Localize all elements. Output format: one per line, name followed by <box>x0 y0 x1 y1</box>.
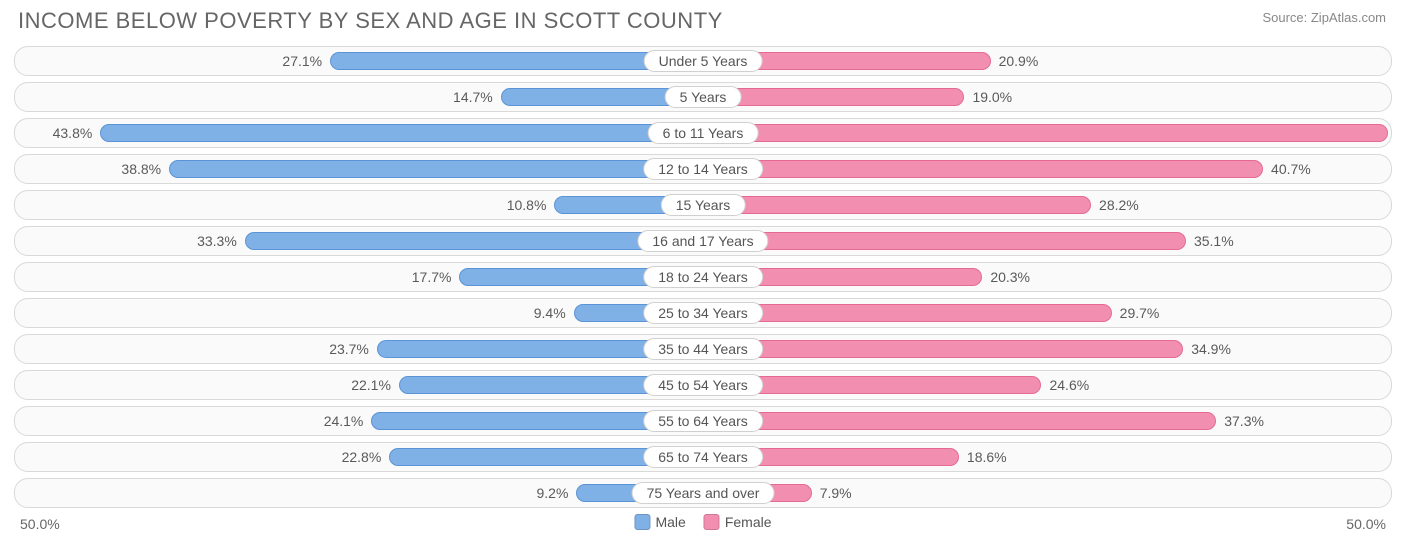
male-value: 14.7% <box>453 83 493 111</box>
chart-title: INCOME BELOW POVERTY BY SEX AND AGE IN S… <box>18 8 1392 34</box>
male-bar <box>245 232 703 250</box>
source-attribution: Source: ZipAtlas.com <box>1262 10 1386 25</box>
category-pill: 6 to 11 Years <box>648 122 759 144</box>
female-value: 29.7% <box>1120 299 1160 327</box>
female-bar <box>703 340 1183 358</box>
axis-label-left: 50.0% <box>20 516 60 532</box>
category-pill: 12 to 14 Years <box>643 158 763 180</box>
chart-row: 27.1% 20.9% Under 5 Years <box>14 46 1392 76</box>
legend-item: Female <box>704 514 772 530</box>
category-pill: 65 to 74 Years <box>643 446 763 468</box>
male-value: 33.3% <box>197 227 237 255</box>
female-value: 7.9% <box>820 479 852 507</box>
legend-item: Male <box>634 514 685 530</box>
female-value: 40.7% <box>1271 155 1311 183</box>
female-value: 28.2% <box>1099 191 1139 219</box>
female-value: 24.6% <box>1049 371 1089 399</box>
category-pill: 55 to 64 Years <box>643 410 763 432</box>
category-pill: 5 Years <box>665 86 742 108</box>
category-pill: 18 to 24 Years <box>643 266 763 288</box>
chart-row: 14.7% 19.0% 5 Years <box>14 82 1392 112</box>
male-value: 10.8% <box>507 191 547 219</box>
male-value: 38.8% <box>121 155 161 183</box>
chart-rows: 27.1% 20.9% Under 5 Years 14.7% 19.0% 5 Years… <box>14 46 1392 508</box>
category-pill: Under 5 Years <box>644 50 763 72</box>
female-bar <box>703 160 1263 178</box>
female-bar <box>703 304 1112 322</box>
chart-row: 33.3% 35.1% 16 and 17 Years <box>14 226 1392 256</box>
male-value: 24.1% <box>324 407 364 435</box>
category-pill: 25 to 34 Years <box>643 302 763 324</box>
chart-row: 9.2% 7.9% 75 Years and over <box>14 478 1392 508</box>
chart-row: 43.8%49.8%6 to 11 Years <box>14 118 1392 148</box>
chart-row: 10.8% 28.2% 15 Years <box>14 190 1392 220</box>
chart-footer: 50.0% Male Female 50.0% <box>14 514 1392 538</box>
category-pill: 45 to 54 Years <box>643 374 763 396</box>
female-bar <box>703 232 1186 250</box>
chart-row: 22.1% 24.6% 45 to 54 Years <box>14 370 1392 400</box>
male-value: 23.7% <box>329 335 369 363</box>
male-bar <box>169 160 703 178</box>
female-value: 20.3% <box>990 263 1030 291</box>
male-value: 9.4% <box>534 299 566 327</box>
category-pill: 15 Years <box>661 194 746 216</box>
chart-row: 9.4% 29.7% 25 to 34 Years <box>14 298 1392 328</box>
female-value: 18.6% <box>967 443 1007 471</box>
female-value: 20.9% <box>999 47 1039 75</box>
female-value: 34.9% <box>1191 335 1231 363</box>
category-pill: 35 to 44 Years <box>643 338 763 360</box>
male-value: 9.2% <box>537 479 569 507</box>
female-bar <box>703 196 1091 214</box>
category-pill: 16 and 17 Years <box>637 230 768 252</box>
female-bar <box>703 412 1216 430</box>
chart-row: 38.8% 40.7% 12 to 14 Years <box>14 154 1392 184</box>
female-value: 35.1% <box>1194 227 1234 255</box>
legend-swatch <box>704 514 720 530</box>
chart-row: 23.7% 34.9% 35 to 44 Years <box>14 334 1392 364</box>
male-value: 17.7% <box>412 263 452 291</box>
legend-swatch <box>634 514 650 530</box>
axis-label-right: 50.0% <box>1346 516 1386 532</box>
male-value: 43.8% <box>53 119 93 147</box>
female-value: 19.0% <box>972 83 1012 111</box>
legend-label: Male <box>655 514 685 530</box>
male-value: 22.8% <box>342 443 382 471</box>
chart-row: 24.1% 37.3% 55 to 64 Years <box>14 406 1392 436</box>
male-value: 27.1% <box>282 47 322 75</box>
female-bar <box>703 88 964 106</box>
male-value: 22.1% <box>351 371 391 399</box>
chart-row: 22.8% 18.6% 65 to 74 Years <box>14 442 1392 472</box>
category-pill: 75 Years and over <box>632 482 775 504</box>
female-value: 37.3% <box>1224 407 1264 435</box>
legend-label: Female <box>725 514 772 530</box>
female-bar <box>703 124 1388 142</box>
legend: Male Female <box>634 514 771 530</box>
male-bar <box>100 124 703 142</box>
poverty-butterfly-chart: INCOME BELOW POVERTY BY SEX AND AGE IN S… <box>0 0 1406 558</box>
chart-row: 17.7% 20.3% 18 to 24 Years <box>14 262 1392 292</box>
